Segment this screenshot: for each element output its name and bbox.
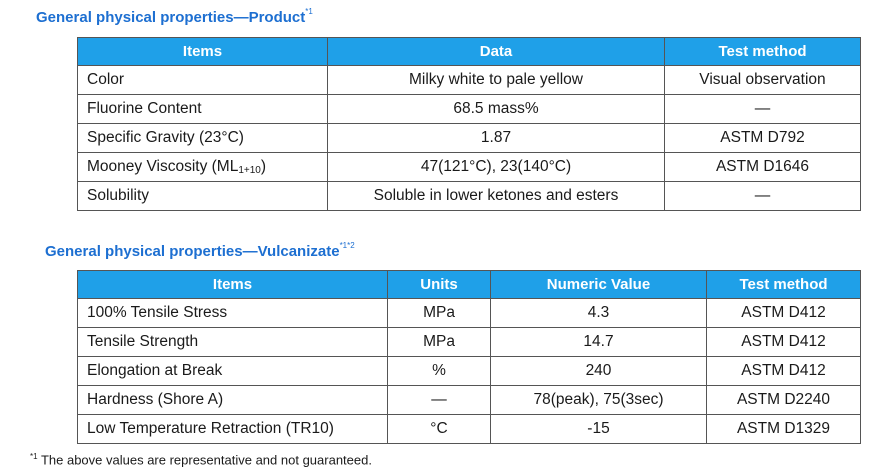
footnote-mark: *1 [30,452,38,461]
product-section-title: General physical properties—Product*1 [36,7,313,26]
unit-cell: °C [387,414,491,444]
table-header-row: Items Data Test method [77,37,861,66]
header-items: Items [77,37,328,66]
table-header-row: Items Units Numeric Value Test method [77,270,861,299]
value-cell: 240 [490,356,707,386]
table-row: Low Temperature Retraction (TR10) °C -15… [77,414,861,444]
data-cell: 1.87 [327,123,665,153]
vulcanizate-properties-table: Items Units Numeric Value Test method 10… [77,270,861,444]
footnote-text: The above values are representative and … [40,452,372,468]
method-cell: ASTM D412 [706,356,861,386]
header-units: Units [387,270,491,299]
value-cell: 14.7 [490,327,707,357]
method-cell: ASTM D1646 [664,152,861,182]
item-cell: Low Temperature Retraction (TR10) [77,414,388,444]
data-cell: 47(121°C), 23(140°C) [327,152,665,182]
method-cell: ASTM D412 [706,327,861,357]
method-cell: Visual observation [664,65,861,95]
item-cell: Fluorine Content [77,94,328,124]
table-row: Solubility Soluble in lower ketones and … [77,181,861,211]
method-cell: ASTM D412 [706,298,861,328]
item-cell: Mooney Viscosity (ML1+10) [77,152,328,182]
unit-cell: MPa [387,327,491,357]
table-row: Elongation at Break % 240 ASTM D412 [77,356,861,386]
table-row: Fluorine Content 68.5 mass% — [77,94,861,124]
item-cell: Elongation at Break [77,356,388,386]
header-test-method: Test method [706,270,861,299]
header-items: Items [77,270,388,299]
unit-cell: — [387,385,491,415]
table-row: Mooney Viscosity (ML1+10) 47(121°C), 23(… [77,152,861,182]
footnote: *1 The above values are representative a… [30,452,372,467]
unit-cell: % [387,356,491,386]
item-cell: Tensile Strength [77,327,388,357]
method-cell: ASTM D792 [664,123,861,153]
value-cell: 4.3 [490,298,707,328]
header-numeric-value: Numeric Value [490,270,707,299]
table-row: Color Milky white to pale yellow Visual … [77,65,861,95]
item-cell: 100% Tensile Stress [77,298,388,328]
method-cell: — [664,94,861,124]
value-cell: -15 [490,414,707,444]
product-properties-table: Items Data Test method Color Milky white… [77,37,861,211]
item-cell: Solubility [77,181,328,211]
table-row: Tensile Strength MPa 14.7 ASTM D412 [77,327,861,357]
item-cell: Color [77,65,328,95]
header-data: Data [327,37,665,66]
method-cell: ASTM D1329 [706,414,861,444]
value-cell: 78(peak), 75(3sec) [490,385,707,415]
data-cell: Milky white to pale yellow [327,65,665,95]
vulcanizate-section-title: General physical properties—Vulcanizate*… [45,241,355,260]
item-cell: Specific Gravity (23°C) [77,123,328,153]
method-cell: — [664,181,861,211]
header-test-method: Test method [664,37,861,66]
table-row: Hardness (Shore A) — 78(peak), 75(3sec) … [77,385,861,415]
method-cell: ASTM D2240 [706,385,861,415]
data-cell: 68.5 mass% [327,94,665,124]
item-cell: Hardness (Shore A) [77,385,388,415]
table-row: Specific Gravity (23°C) 1.87 ASTM D792 [77,123,861,153]
unit-cell: MPa [387,298,491,328]
table-row: 100% Tensile Stress MPa 4.3 ASTM D412 [77,298,861,328]
data-cell: Soluble in lower ketones and esters [327,181,665,211]
